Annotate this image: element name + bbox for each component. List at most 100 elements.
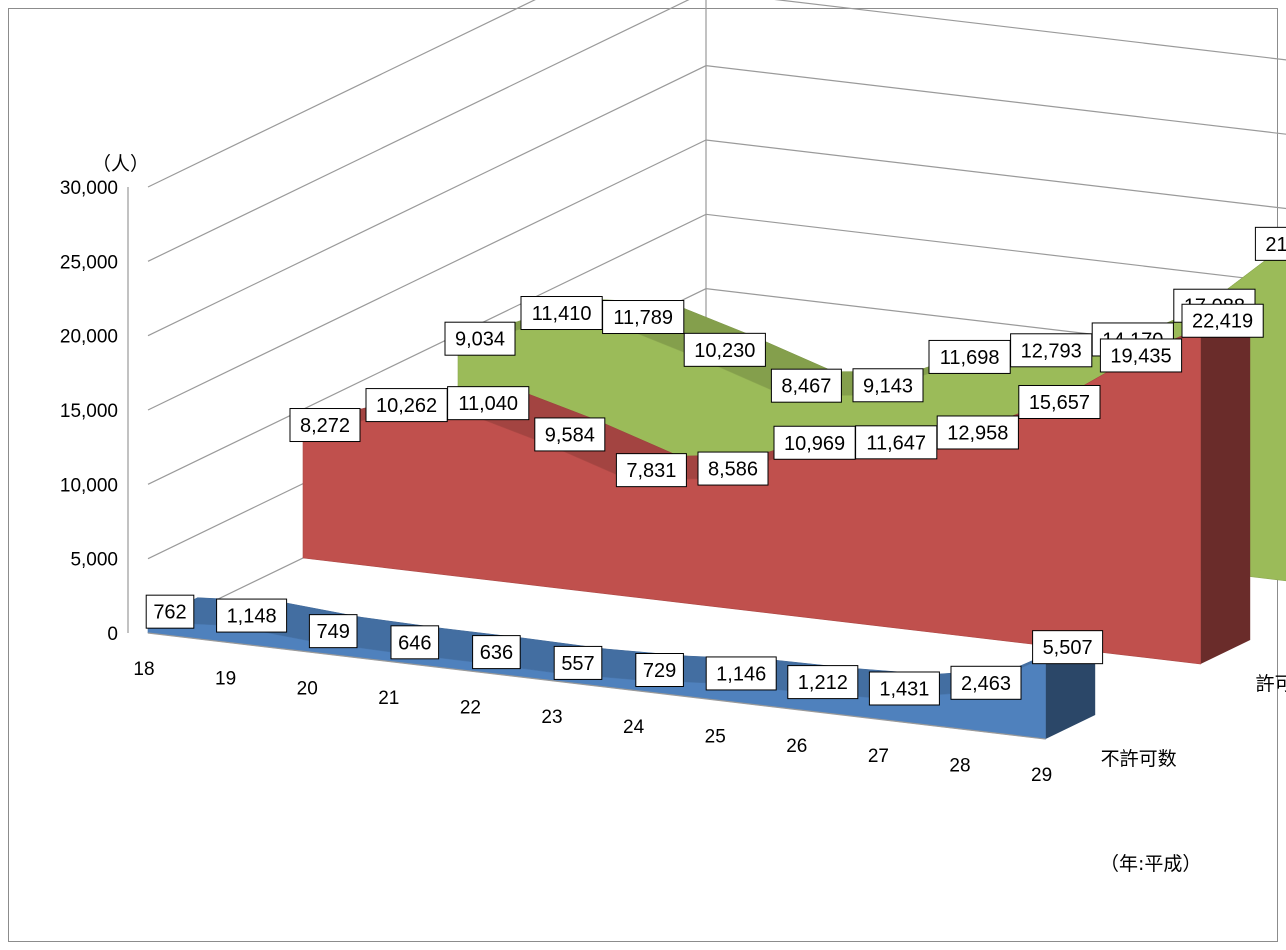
data-label: 749	[317, 621, 350, 643]
gridline	[147, 0, 1286, 262]
data-label-box	[308, 614, 358, 649]
data-label: 11,040	[458, 393, 518, 415]
legend-entry: 不許可数	[1101, 748, 1177, 770]
x-tick-label: 26	[786, 736, 807, 757]
data-label-1-9: 15,657	[1018, 384, 1101, 419]
data-label: 11,410	[532, 303, 592, 325]
data-label-2-0: 762	[145, 594, 195, 629]
data-label: 1,146	[716, 663, 766, 685]
data-label-box	[852, 368, 924, 403]
data-label-box	[365, 388, 448, 423]
data-label-2-3: 646	[390, 625, 440, 660]
data-label-2-6: 729	[635, 653, 684, 688]
x-unit-label: （年:平成）	[1100, 853, 1201, 875]
data-label: 762	[153, 602, 186, 624]
data-label: 646	[398, 632, 431, 654]
data-label-1-1: 10,262	[365, 388, 448, 423]
data-label: 10,262	[376, 395, 437, 417]
data-label-box	[1181, 303, 1264, 338]
data-label: 7,831	[626, 460, 676, 482]
data-label: 9,143	[863, 375, 913, 397]
x-tick-label: 23	[541, 707, 562, 728]
data-label-2-9: 1,431	[868, 671, 940, 706]
data-label: 10,230	[694, 340, 755, 362]
x-tick-label: 25	[705, 726, 726, 747]
data-label: 12,958	[947, 422, 1008, 444]
data-label-box	[705, 656, 777, 691]
x-tick-label: 22	[460, 698, 481, 719]
data-label: 9,584	[545, 424, 595, 446]
series-endcap	[1200, 306, 1251, 665]
data-label: 10,969	[784, 433, 845, 455]
data-label-box	[868, 671, 940, 706]
data-label: 1,431	[879, 678, 929, 700]
x-tick-label: 27	[868, 746, 889, 767]
data-label: 22,419	[1192, 311, 1253, 333]
y-tick-label: 15,000	[60, 401, 118, 422]
x-tick-label: 18	[133, 659, 154, 680]
data-label-1-8: 12,958	[936, 415, 1019, 450]
data-label: 5,507	[1043, 637, 1093, 659]
data-label-1-4: 7,831	[615, 453, 687, 488]
data-label: 11,789	[613, 307, 673, 329]
data-label-1-7: 11,647	[855, 425, 938, 460]
data-label-box	[950, 665, 1022, 700]
data-label-box	[534, 417, 606, 452]
y-tick-label: 5,000	[70, 550, 118, 571]
data-label: 1,212	[798, 672, 848, 694]
y-unit-label: （人）	[92, 153, 149, 175]
data-label-box	[520, 296, 603, 331]
data-label: 8,272	[300, 415, 350, 437]
data-label-0-10: 21,898	[1254, 226, 1286, 261]
data-label-box	[773, 425, 856, 460]
data-label-box	[553, 645, 603, 680]
data-label-box	[472, 635, 521, 670]
data-label-1-2: 11,040	[447, 386, 530, 421]
data-label: 11,647	[866, 432, 926, 454]
data-label-box	[1010, 333, 1093, 368]
data-label-box	[390, 625, 440, 660]
data-label-1-10: 19,435	[1099, 338, 1183, 373]
data-label-2-1: 1,148	[216, 598, 288, 633]
data-label: 2,463	[961, 673, 1011, 695]
x-tick-label: 24	[623, 717, 645, 738]
data-label-2-4: 636	[472, 635, 521, 670]
data-label: 1,148	[227, 606, 277, 628]
data-label-box	[770, 368, 842, 403]
data-label-1-6: 10,969	[773, 425, 856, 460]
data-label-box	[928, 339, 1011, 374]
data-label-2-11: 5,507	[1032, 630, 1104, 665]
data-label: 636	[480, 642, 513, 664]
data-label: 19,435	[1110, 345, 1171, 367]
data-label-2-8: 1,212	[787, 665, 859, 700]
x-tick-label: 21	[378, 688, 399, 709]
data-label-2-5: 557	[553, 645, 603, 680]
data-label-box	[1254, 226, 1286, 261]
data-label-box	[635, 653, 684, 688]
data-label: 557	[561, 653, 594, 675]
x-axis-line	[147, 632, 1046, 740]
data-label-box	[447, 386, 530, 421]
data-label-0-6: 11,698	[928, 339, 1011, 374]
data-label-box	[216, 598, 288, 633]
data-label-1-3: 9,584	[534, 417, 606, 452]
data-label-box	[683, 332, 766, 367]
label-layer: 9,034 11,410 11,789 10,230 8,467 9,143 11,698 1…	[145, 226, 1286, 706]
data-label-box	[602, 300, 685, 335]
data-label: 21,898	[1265, 234, 1286, 256]
legend-entry: 許可数	[1256, 673, 1286, 695]
data-label-box	[444, 321, 516, 356]
data-label-0-3: 10,230	[683, 332, 766, 367]
x-tick-label: 28	[949, 755, 970, 776]
y-tick-label: 25,000	[60, 252, 118, 273]
x-tick-label: 20	[297, 678, 318, 699]
data-label-0-5: 9,143	[852, 368, 924, 403]
data-label: 8,586	[708, 459, 758, 481]
gridline	[147, 65, 1286, 337]
data-label: 729	[643, 660, 676, 682]
gridline	[147, 0, 536, 188]
data-label-0-0: 9,034	[444, 321, 516, 356]
data-label: 8,467	[781, 376, 831, 398]
x-tick-label: 19	[215, 669, 236, 690]
